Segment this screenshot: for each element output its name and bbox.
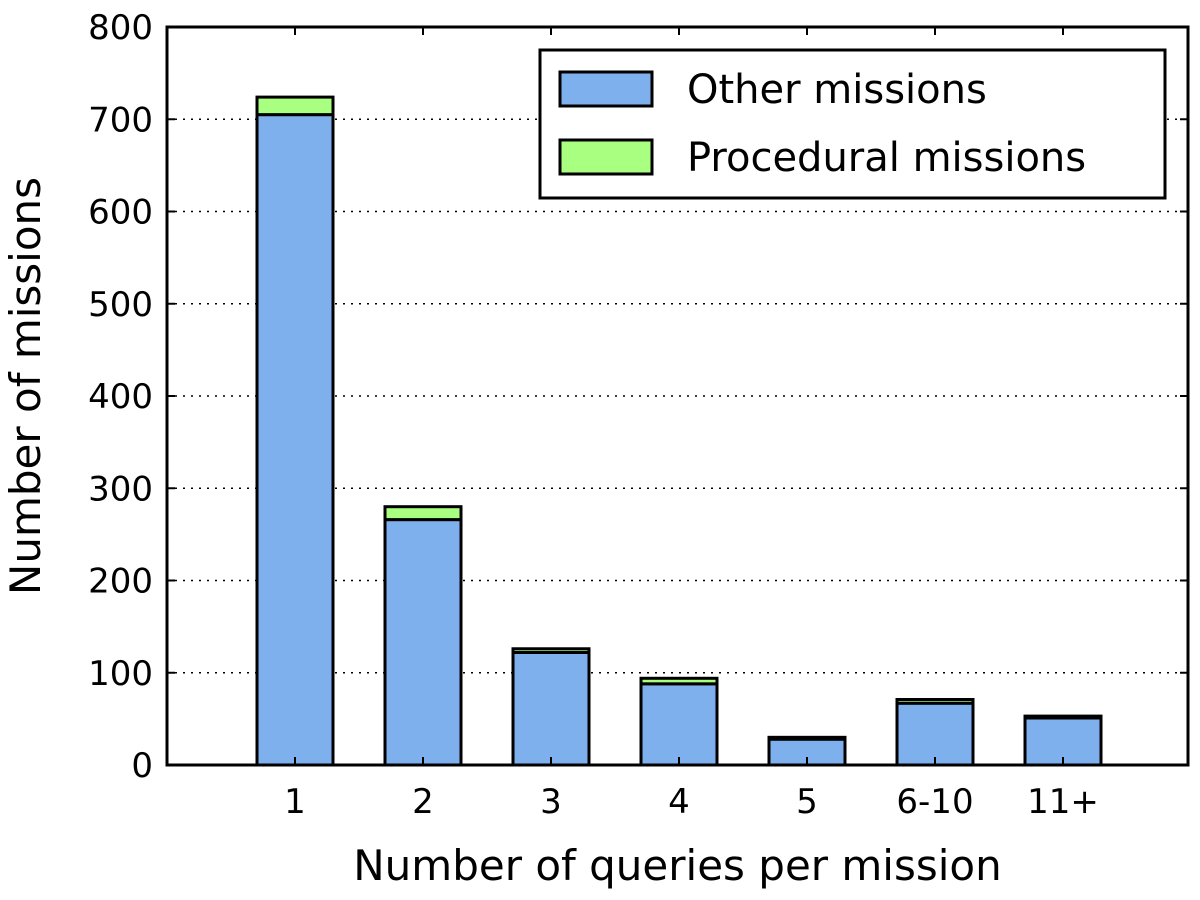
x-tick-label: 4 [668, 782, 690, 822]
y-tick-label: 300 [88, 469, 153, 509]
bar-other-missions [511, 650, 591, 767]
bar-other-missions [895, 701, 975, 767]
bars [255, 95, 1103, 767]
x-axis-ticks: 1 2 3 4 5 6-10 11+ [284, 27, 1099, 822]
x-axis-label: Number of queries per mission [353, 841, 1001, 890]
bar-procedural-missions [255, 95, 335, 117]
y-axis-ticks: 0 100 200 300 400 500 600 700 800 [88, 8, 1188, 786]
legend-entry: Procedural missions [687, 135, 1086, 181]
y-tick-label: 800 [88, 8, 153, 48]
y-tick-label: 700 [88, 100, 153, 140]
legend-swatch [558, 70, 654, 108]
bar-other-missions [639, 682, 719, 767]
y-tick-label: 0 [131, 746, 153, 786]
x-tick-label: 11+ [1027, 782, 1099, 822]
bar-other-missions [255, 113, 335, 767]
x-tick-label: 6-10 [896, 782, 973, 822]
y-tick-label: 500 [88, 285, 153, 325]
y-axis-label: Number of missions [1, 177, 50, 595]
legend: Other missions Procedural missions [538, 48, 1167, 200]
bar-other-missions [383, 518, 463, 767]
bar-procedural-missions [511, 647, 591, 654]
legend-swatch [558, 138, 654, 176]
bar-procedural-missions [383, 505, 463, 522]
y-tick-label: 200 [88, 562, 153, 602]
x-tick-label: 5 [796, 782, 818, 822]
y-tick-label: 400 [88, 377, 153, 417]
y-tick-label: 600 [88, 193, 153, 233]
bar-procedural-missions [1023, 714, 1103, 720]
x-tick-label: 2 [412, 782, 434, 822]
legend-entry: Other missions [687, 67, 987, 113]
x-tick-label: 1 [284, 782, 306, 822]
bar-procedural-missions [895, 698, 975, 705]
y-tick-label: 100 [88, 654, 153, 694]
x-tick-label: 3 [540, 782, 562, 822]
bar-procedural-missions [767, 735, 847, 741]
bar-procedural-missions [639, 676, 719, 686]
